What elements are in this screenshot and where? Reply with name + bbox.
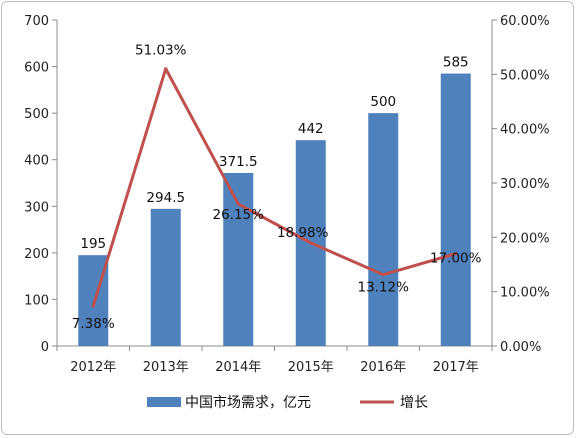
growth-point [381, 273, 385, 277]
growth-point [236, 202, 240, 206]
left-tick-label: 200 [24, 247, 49, 262]
growth-point [309, 241, 313, 245]
legend-bar-swatch [147, 397, 181, 407]
bar [368, 113, 399, 347]
bar-value-label: 585 [443, 55, 469, 71]
growth-value-label: 26.15% [213, 207, 265, 223]
right-tick-label: 0.00% [500, 340, 541, 355]
bar-value-label: 294.5 [146, 190, 185, 206]
right-tick-label: 30.00% [500, 177, 550, 192]
bar [150, 208, 181, 346]
left-tick-label: 100 [24, 293, 49, 308]
left-tick-label: 400 [24, 154, 49, 169]
right-tick-label: 10.00% [500, 286, 550, 301]
right-tick-label: 60.00% [500, 14, 550, 29]
x-tick-label: 2015年 [288, 360, 334, 375]
growth-point [164, 67, 168, 71]
right-tick-label: 20.00% [500, 231, 550, 246]
x-tick-label: 2013年 [143, 360, 189, 375]
legend-line-label: 增长 [400, 395, 428, 411]
right-tick-label: 50.00% [500, 68, 550, 83]
x-tick-label: 2016年 [360, 360, 406, 375]
bar-value-label: 442 [298, 121, 324, 137]
right-tick-label: 40.00% [500, 123, 550, 138]
growth-point [91, 304, 95, 308]
growth-line [91, 67, 458, 308]
left-tick-label: 700 [24, 14, 49, 29]
bar-value-label: 371.5 [219, 154, 258, 170]
legend-bar-label: 中国市场需求，亿元 [185, 394, 311, 411]
x-tick-label: 2012年 [70, 360, 116, 375]
left-tick-label: 600 [24, 61, 49, 76]
left-tick-label: 300 [24, 200, 49, 215]
x-tick-label: 2017年 [433, 360, 479, 375]
growth-value-label: 51.03% [135, 43, 187, 59]
bar [223, 172, 254, 346]
left-tick-label: 500 [24, 107, 49, 122]
growth-value-label: 7.38% [72, 316, 115, 332]
bar [440, 73, 471, 347]
bar-value-label: 195 [80, 236, 106, 252]
growth-value-label: 13.12% [358, 280, 410, 296]
bar-value-label: 500 [370, 94, 396, 110]
growth-value-label: 18.98% [277, 225, 329, 241]
growth-value-label: 17.00% [430, 251, 482, 267]
x-tick-label: 2014年 [215, 360, 261, 375]
left-tick-label: 0 [41, 340, 49, 355]
growth-point [454, 252, 458, 256]
